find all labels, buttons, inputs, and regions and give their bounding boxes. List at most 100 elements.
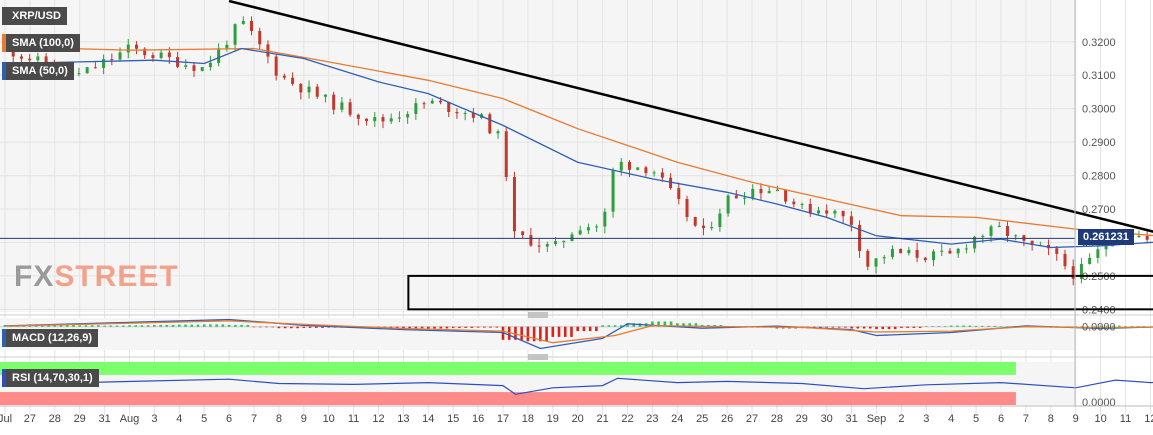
candle-body bbox=[373, 117, 376, 121]
pair-label-text: XRP/USD bbox=[12, 10, 61, 22]
x-tick-label: 29 bbox=[796, 413, 808, 425]
macd-histogram-bar bbox=[937, 326, 940, 327]
x-tick-label: 4 bbox=[948, 413, 954, 425]
macd-histogram-bar bbox=[284, 327, 287, 328]
macd-histogram-bar bbox=[303, 327, 306, 328]
candle-body bbox=[36, 56, 39, 60]
candle-body bbox=[209, 63, 212, 67]
macd-histogram-bar bbox=[246, 325, 249, 327]
candle-body bbox=[628, 162, 631, 170]
x-tick-label: 11 bbox=[348, 413, 359, 425]
x-tick-label: 12 bbox=[1144, 413, 1153, 425]
macd-histogram-bar bbox=[483, 327, 486, 328]
candle-body bbox=[546, 244, 549, 247]
macd-histogram-bar bbox=[433, 327, 436, 329]
candle-body bbox=[340, 102, 343, 109]
x-tick-label: 5 bbox=[201, 413, 207, 425]
sma50-label-text: SMA (50,0) bbox=[12, 65, 68, 77]
candle-body bbox=[891, 249, 894, 257]
macd-histogram-bar bbox=[141, 325, 144, 326]
pair-label: XRP/USD bbox=[2, 7, 67, 25]
candle-body bbox=[299, 84, 302, 92]
candle-body bbox=[77, 73, 80, 74]
sma100-label-text: SMA (100,0) bbox=[12, 37, 74, 49]
candle-body bbox=[447, 102, 450, 112]
candle-body bbox=[20, 56, 23, 58]
macd-histogram-bar bbox=[838, 327, 841, 328]
candle-body bbox=[677, 188, 680, 199]
candle-body bbox=[776, 190, 779, 191]
candle-body bbox=[875, 258, 878, 266]
macd-histogram-bar bbox=[271, 327, 274, 328]
x-tick-label: 16 bbox=[472, 413, 484, 425]
candle-body bbox=[727, 196, 730, 214]
candle-body bbox=[381, 117, 384, 121]
macd-histogram-bar bbox=[178, 325, 181, 327]
candle-body bbox=[842, 211, 845, 216]
sma100-swatch bbox=[2, 34, 6, 52]
macd-histogram-bar bbox=[477, 327, 480, 328]
x-tick-label: 6 bbox=[998, 413, 1004, 425]
fxstreet-watermark: FXSTREET bbox=[14, 260, 179, 294]
macd-histogram-bar bbox=[427, 327, 430, 329]
macd-histogram-bar bbox=[253, 327, 256, 328]
macd-histogram-bar bbox=[527, 327, 530, 342]
candle-body bbox=[948, 251, 951, 254]
macd-histogram-bar bbox=[993, 326, 996, 327]
candle-body bbox=[291, 78, 294, 84]
x-tick-label: 8 bbox=[276, 413, 282, 425]
x-tick-label: 30 bbox=[821, 413, 833, 425]
macd-histogram-bar bbox=[290, 327, 293, 328]
last-price-tag: 0.261231 bbox=[1078, 229, 1134, 245]
candle-body bbox=[759, 189, 762, 193]
macd-histogram-bar bbox=[595, 327, 598, 331]
x-tick-label: 28 bbox=[49, 413, 61, 425]
x-tick-label: 2 bbox=[898, 413, 904, 425]
x-tick-label: 13 bbox=[397, 413, 409, 425]
candle-body bbox=[718, 213, 721, 226]
macd-label: MACD (12,26,9) bbox=[2, 329, 98, 347]
x-tick-label: 26 bbox=[721, 413, 733, 425]
macd-histogram-bar bbox=[925, 326, 928, 327]
candle-body bbox=[866, 251, 869, 267]
candle-body bbox=[694, 217, 697, 226]
macd-histogram-bar bbox=[458, 327, 461, 328]
macd-histogram-bar bbox=[122, 326, 125, 327]
candle-body bbox=[981, 236, 984, 237]
candle-body bbox=[332, 95, 335, 110]
candle-body bbox=[792, 202, 795, 205]
candle-body bbox=[603, 212, 606, 227]
macd-y-tick-label: 0.0000 bbox=[1082, 322, 1116, 334]
macd-histogram-bar bbox=[97, 325, 100, 326]
candle-body bbox=[1014, 235, 1017, 236]
macd-histogram-bar bbox=[570, 327, 573, 337]
x-tick-label: 23 bbox=[646, 413, 658, 425]
candle-body bbox=[390, 118, 393, 121]
candle-body bbox=[94, 67, 97, 68]
candle-body bbox=[521, 231, 524, 235]
x-tick-label: 29 bbox=[74, 413, 86, 425]
macd-histogram-bar bbox=[228, 325, 231, 327]
x-tick-label: 6 bbox=[226, 413, 232, 425]
x-tick-label: 7 bbox=[1023, 413, 1029, 425]
candle-body bbox=[242, 21, 245, 24]
candle-body bbox=[283, 76, 286, 78]
candle-body bbox=[579, 230, 582, 234]
candle-body bbox=[653, 172, 656, 173]
candle-body bbox=[735, 196, 738, 199]
macd-histogram-bar bbox=[103, 326, 106, 327]
macd-histogram-bar bbox=[222, 324, 225, 326]
candle-body bbox=[833, 211, 836, 214]
macd-histogram-bar bbox=[197, 325, 200, 327]
candle-body bbox=[940, 251, 943, 252]
candle-body bbox=[751, 189, 754, 198]
candle-body bbox=[102, 59, 105, 68]
candle-body bbox=[127, 45, 130, 53]
candle-body bbox=[1072, 266, 1075, 279]
macd-histogram-bar bbox=[894, 327, 897, 329]
macd-histogram-bar bbox=[452, 327, 455, 328]
candle-body bbox=[710, 227, 713, 228]
candle-body bbox=[1137, 236, 1140, 237]
macd-label-text: MACD (12,26,9) bbox=[12, 332, 92, 344]
macd-histogram-bar bbox=[296, 327, 299, 328]
